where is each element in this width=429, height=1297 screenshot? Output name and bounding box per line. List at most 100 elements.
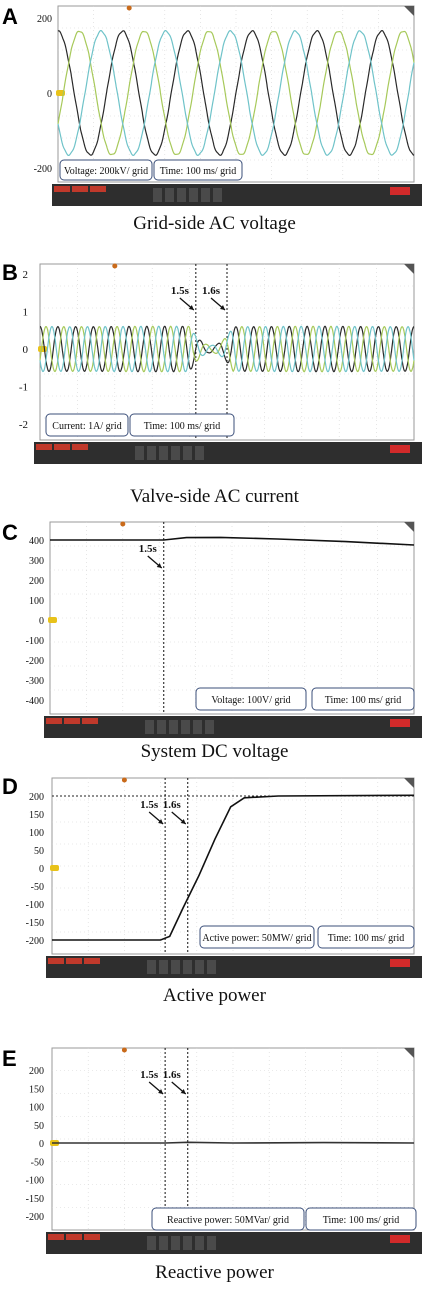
y-tick-label: -100 [26,636,44,647]
channel-tag [54,186,70,192]
status-key [183,1236,192,1250]
trigger-marker [121,1047,127,1053]
channel-tag [66,1234,82,1240]
series-trace [52,794,415,941]
event-arrowhead [180,1089,186,1094]
annotation-text: Current: 1A/ grid [52,421,121,432]
y-tick-label: -2 [19,419,28,431]
series-trace [50,536,415,546]
y-tick-label: 0 [23,344,29,356]
chart-e: 200 150 100 50 0 -50 -100 -150 -200 1.5s 1.6s React… [26,1047,422,1254]
panel-label: E [2,1046,17,1071]
trigger-marker [126,5,132,11]
channel-tag [84,1234,100,1240]
channel-tag [90,186,106,192]
panel-label: C [2,520,18,545]
series-trace [52,1141,415,1144]
status-key [193,720,202,734]
y-tick-label: -1 [19,382,28,394]
y-tick-label: -200 [26,1212,44,1223]
status-key [153,188,162,202]
annotation-box [59,159,153,181]
y-tick-label: 100 [29,828,44,839]
status-key [205,720,214,734]
y-tick-label: -100 [26,900,44,911]
series-trace [39,325,415,373]
annotation-text: Time: 100 ms/ grid [160,166,237,177]
status-key [145,720,154,734]
y-tick-label: 1 [23,307,29,319]
status-key [195,960,204,974]
event-arrowhead [158,1089,164,1094]
panel-c: C 400 300 200 100 0 -100 -200 -300 -400 1.5s Volta… [0,516,429,774]
channel-tag [84,958,100,964]
chart-caption: Valve-side AC current [130,486,299,507]
channel-tag [72,186,88,192]
status-bar [34,442,422,464]
y-tick-label: -200 [34,164,52,175]
annotation-box [151,1207,305,1231]
annotation-text: Active power: 50MW/ grid [202,933,311,944]
channel-tag [36,444,52,450]
status-key [165,188,174,202]
event-label: 1.5s [139,543,158,555]
status-key [195,1236,204,1250]
corner-marker [404,6,414,16]
y-tick-label: -150 [26,918,44,929]
annotation-text: Time: 100 ms/ grid [144,421,221,432]
chart-caption: Active power [163,985,266,1006]
y-tick-label: -100 [26,1176,44,1187]
y-tick-label: 200 [37,14,52,25]
chart-b: 2 1 0 -1 -2 1.5s 1.6s Current: 1A/ grid Time: 10… [19,263,422,464]
y-tick-label: 0 [39,1139,44,1150]
event-arrowhead [180,819,186,824]
status-key [135,446,144,460]
panel-b: B 2 1 0 -1 -2 1.5s 1.6s Current: 1A/ grid Time: … [0,258,429,516]
y-tick-label: 50 [34,846,44,857]
zero-marker [38,346,47,352]
annotation-text: Voltage: 100V/ grid [211,695,290,706]
status-key [171,960,180,974]
status-key [147,446,156,460]
status-key [207,960,216,974]
annotation-box [305,1207,417,1231]
status-key [183,446,192,460]
y-tick-label: 400 [29,536,44,547]
zero-marker [48,617,57,623]
annotation-box [311,687,415,711]
status-bar [52,184,422,206]
trigger-marker [121,777,127,783]
y-tick-label: 100 [29,1103,44,1114]
y-tick-label: -400 [26,696,44,707]
run-indicator [390,1235,410,1243]
y-tick-label: 50 [34,1121,44,1132]
event-label: 1.5s [140,799,159,811]
event-label: 1.5s [140,1069,159,1081]
channel-tag [46,718,62,724]
status-bar [46,1232,422,1254]
corner-marker [404,264,414,274]
y-tick-label: 200 [29,576,44,587]
panel-label: D [2,774,18,799]
status-key [159,446,168,460]
status-key [207,1236,216,1250]
channel-tag [72,444,88,450]
chart-d: 200 150 100 50 0 -50 -100 -150 -200 1.5s 1.6s Activ… [26,777,422,978]
annotation-text: Time: 100 ms/ grid [323,1215,400,1226]
chart-caption: Grid-side AC voltage [133,213,296,234]
series-trace [57,30,415,156]
annotation-box [317,925,415,949]
run-indicator [390,719,410,727]
y-tick-label: 200 [29,1066,44,1077]
event-arrowhead [220,305,225,310]
annotation-text: Time: 100 ms/ grid [325,695,402,706]
y-tick-label: 150 [29,810,44,821]
annotation-text: Time: 100 ms/ grid [328,933,405,944]
status-key [171,446,180,460]
channel-tag [48,958,64,964]
y-tick-label: 200 [29,792,44,803]
panel-e: E 200 150 100 50 0 -50 -100 -150 -200 1.5s 1.6s Rea… [0,1044,429,1297]
annotation-text: Reactive power: 50MVar/ grid [167,1215,289,1226]
series-trace [39,325,415,373]
trigger-marker [120,521,126,527]
